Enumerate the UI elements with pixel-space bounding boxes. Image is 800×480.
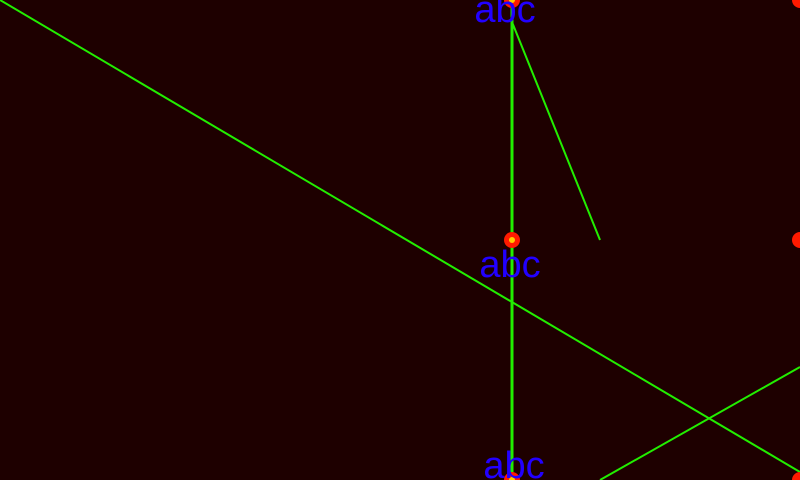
dot-top-highlight	[509, 0, 515, 3]
dot-right-top	[792, 0, 800, 8]
dot-right-middle	[792, 232, 800, 248]
label-top: abc	[474, 0, 535, 31]
dot-middle-highlight	[509, 237, 515, 243]
dot-bottom-highlight	[509, 477, 515, 480]
dot-bottom	[504, 472, 520, 480]
dot-top	[504, 0, 520, 8]
short-diagonal-line	[511, 21, 601, 241]
dot-right-bottom	[792, 472, 800, 480]
label-bottom: abc	[483, 445, 544, 480]
diagonal-line-bottom-right	[599, 366, 800, 480]
label-middle: abc	[479, 244, 540, 286]
